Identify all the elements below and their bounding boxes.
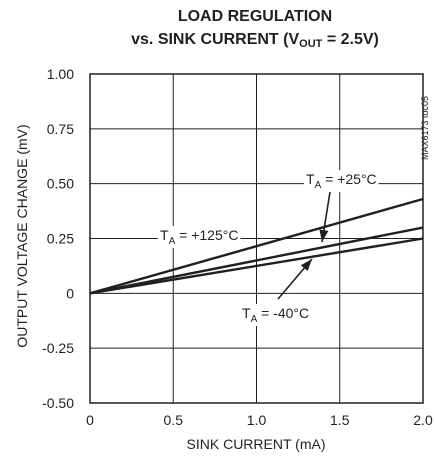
series-line (89, 197, 424, 295)
y-tick-label: 0 (66, 285, 74, 301)
annotation-prefix: T (242, 305, 251, 321)
series-annotation: TA = -40°C (242, 305, 309, 325)
annotation-prefix: T (160, 227, 169, 243)
x-tick-label: 1.0 (247, 412, 267, 428)
x-tick-label: 1.5 (330, 412, 350, 428)
annotation-background (240, 304, 312, 326)
y-tick-label: 0.75 (47, 121, 74, 137)
annotation-arrow-head (300, 259, 312, 272)
y-tick-label: 0.50 (47, 176, 74, 192)
title-subscript: OUT (299, 38, 323, 50)
annotation-subscript: A (169, 236, 176, 247)
figure-code: MAX6173 toc05 (420, 96, 430, 160)
annotation-text: = +25°C (321, 171, 376, 187)
annotation-prefix: T (306, 171, 315, 187)
series-annotations: TA = +125°CTA = +25°CTA = -40°C (158, 170, 379, 326)
annotation-text: = -40°C (257, 305, 309, 321)
series-line (89, 226, 424, 295)
y-tick-label: -0.25 (42, 340, 74, 356)
x-axis-label: SINK CURRENT (mA) (187, 436, 326, 452)
y-tick-label: 0.25 (47, 231, 74, 247)
title-suffix: = 2.5V) (322, 31, 379, 48)
x-tick-label: 0.5 (164, 412, 184, 428)
annotation-subscript: A (315, 180, 322, 191)
x-tick-labels: 0 0.5 1.0 1.5 2.0 (86, 412, 433, 428)
series-annotation: TA = +125°C (160, 227, 238, 247)
chart-title-line1: LOAD REGULATION (177, 8, 333, 25)
annotation-background (304, 170, 379, 192)
annotation-text: = +125°C (175, 227, 238, 243)
annotation-subscript: A (251, 314, 258, 325)
chart-title-line2: vs. SINK CURRENT (VOUT = 2.5V) (90, 31, 420, 50)
y-tick-labels: 1.00 0.75 0.50 0.25 0 -0.25 -0.50 (42, 66, 74, 411)
series-line (89, 237, 424, 295)
x-tick-label: 2.0 (413, 412, 433, 428)
annotation-arrow-head (319, 229, 329, 242)
y-tick-label: -0.50 (42, 395, 74, 411)
title-prefix: vs. SINK CURRENT (V (131, 31, 300, 48)
series-annotation: TA = +25°C (306, 171, 377, 191)
x-tick-label: 0 (86, 412, 94, 428)
y-axis-label: OUTPUT VOLTAGE CHANGE (mV) (14, 124, 30, 347)
y-tick-label: 1.00 (47, 66, 74, 82)
series-lines (89, 197, 424, 295)
annotation-background (158, 226, 241, 248)
